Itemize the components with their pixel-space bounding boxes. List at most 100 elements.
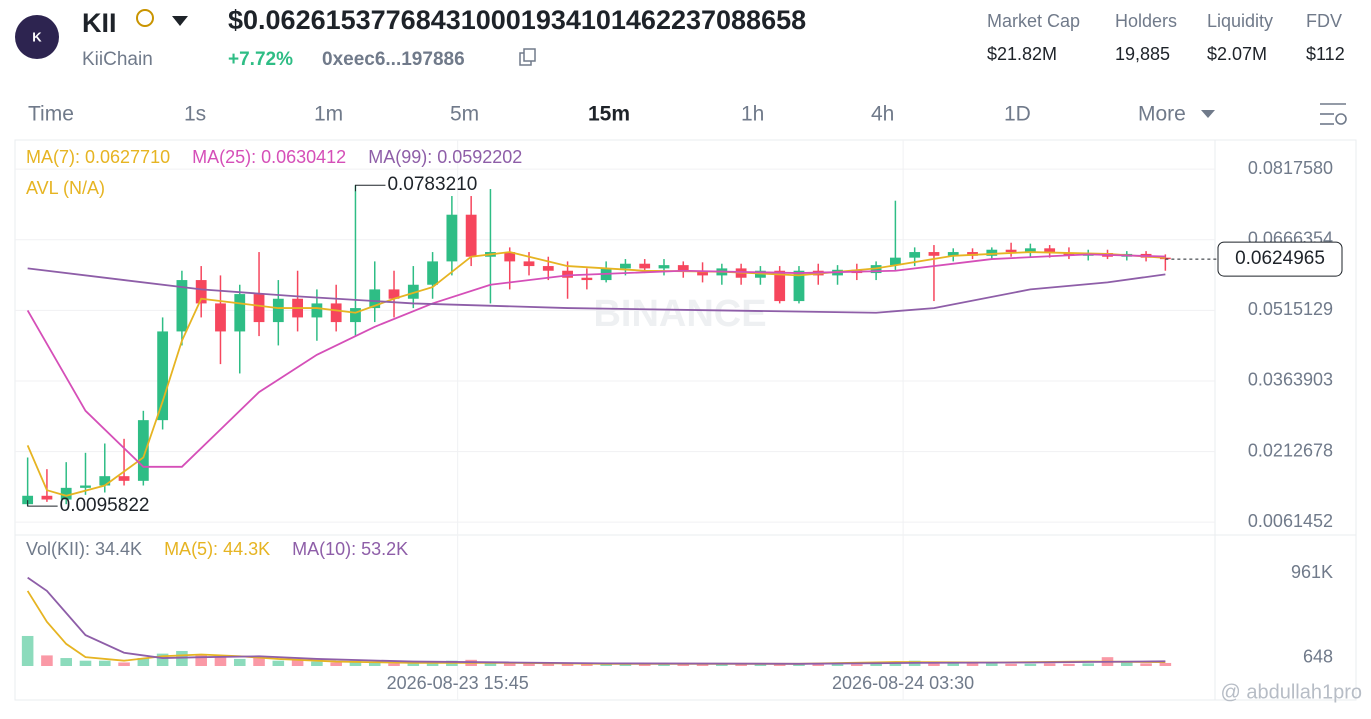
candle-body [253, 294, 265, 323]
candle-body [388, 289, 400, 299]
candle-body [1063, 252, 1075, 256]
badge [136, 9, 154, 27]
candle-body [542, 266, 554, 271]
candle-body [967, 252, 978, 256]
address: 0xeec6...197886 [322, 49, 465, 70]
volume-bar [561, 663, 574, 666]
volume-bar [966, 663, 979, 666]
volume-bar [870, 663, 882, 666]
timeframe-tab[interactable]: 15m [588, 103, 630, 126]
volume-bar [1121, 662, 1133, 666]
candle-body [639, 263, 651, 269]
volume-ma-legend: MA(5): 44.3K [164, 539, 270, 559]
volume-bar [581, 664, 593, 666]
volume-bar [1063, 663, 1075, 666]
stat-label: FDV [1306, 11, 1342, 31]
settings-icon[interactable] [1320, 103, 1347, 125]
timeframe-tab[interactable]: 1m [314, 103, 343, 126]
avl-label: AVL (N/A) [26, 178, 105, 198]
dropdown[interactable] [172, 16, 188, 26]
candle-body [658, 265, 670, 269]
candle-body [311, 303, 323, 318]
volume-bar [638, 664, 651, 666]
candle-body [118, 476, 130, 481]
candle-body [947, 252, 959, 256]
stat-value: $21.82M [987, 44, 1057, 64]
volume-bar [1043, 663, 1056, 666]
volume-bar [986, 663, 998, 666]
candle-body [350, 308, 361, 323]
stats: Market Cap $21.82M Holders 19,885 Liquidity $… [987, 11, 1345, 64]
candle-body [195, 280, 207, 304]
volume-bar [812, 664, 825, 666]
volume-bar [503, 663, 516, 666]
stat-label: Market Cap [987, 11, 1080, 31]
candle-body [889, 257, 901, 266]
candle-body [620, 263, 631, 269]
candle-body [99, 476, 111, 486]
volume-bar [754, 664, 767, 666]
volume-bar [21, 635, 34, 666]
volume-bar [41, 655, 53, 666]
volume-bar [793, 663, 805, 666]
chart: BINANCE0.08175800.06663540.05151290.0363… [14, 139, 1362, 703]
volume-bar [696, 664, 709, 666]
timeframe-tab[interactable]: 4h [871, 103, 894, 126]
volume-legend: Vol(KII): 34.4K [26, 539, 142, 559]
y-tick-label: 0.0061452 [1248, 511, 1333, 531]
volume-bar [137, 658, 150, 666]
volume-tick-label: 961K [1291, 562, 1333, 582]
timeframe-tab[interactable]: More [1138, 103, 1186, 126]
candle-body [1044, 248, 1056, 253]
candle-body [407, 284, 419, 299]
timeframe-tab[interactable]: 5m [450, 103, 479, 126]
y-tick-label: 0.0817580 [1248, 158, 1333, 178]
candle-body [1005, 249, 1017, 253]
candle-body [369, 289, 381, 309]
volume-bar [330, 662, 342, 666]
volume-bar [195, 655, 207, 666]
stat-value: 19,885 [1115, 44, 1170, 64]
volume-bar [658, 663, 670, 666]
token-logo [15, 15, 59, 59]
last-price-label: 0.0624965 [1235, 248, 1325, 269]
volume-bar [118, 662, 130, 666]
volume-bar [851, 664, 863, 666]
volume-bar [60, 658, 72, 666]
timeframe-tab[interactable]: 1s [184, 103, 206, 126]
candle-body [60, 487, 72, 500]
timeframe-tab[interactable]: 1D [1004, 103, 1031, 126]
timeframe-tab[interactable]: Time [28, 103, 74, 126]
copy-icon[interactable] [523, 48, 536, 62]
more-arrow[interactable] [1201, 110, 1215, 118]
candle-body [1159, 257, 1171, 260]
candle-body [928, 252, 940, 256]
candle-body [137, 420, 149, 481]
last-price-box [1217, 241, 1343, 277]
x-tick-label: 2026-08-24 03:30 [832, 673, 974, 693]
watermark: BINANCE [593, 293, 766, 335]
token-name: KiiChain [82, 49, 153, 70]
volume-bar [484, 662, 497, 666]
volume-bar [831, 664, 844, 666]
volume-ma-line [26, 590, 1166, 665]
timeframe-tab[interactable]: 1h [741, 103, 764, 126]
volume-bar [1140, 663, 1152, 666]
candle-body [234, 294, 246, 332]
volume-bar [272, 660, 285, 666]
candle-body [1024, 248, 1036, 253]
candle-body [80, 485, 91, 488]
ma-legend: MA(25): 0.0630412 [192, 147, 346, 167]
chart-frame [14, 139, 1357, 701]
ma-line [26, 251, 1166, 497]
candle-body [215, 303, 226, 332]
logo-glyph: K [32, 29, 42, 44]
candle-body [41, 495, 53, 500]
stat-label: Holders [1115, 11, 1177, 31]
volume-bar [368, 662, 381, 666]
volume-bar [388, 663, 400, 666]
volume-ma-line [27, 576, 1166, 665]
candle-body [330, 303, 342, 323]
